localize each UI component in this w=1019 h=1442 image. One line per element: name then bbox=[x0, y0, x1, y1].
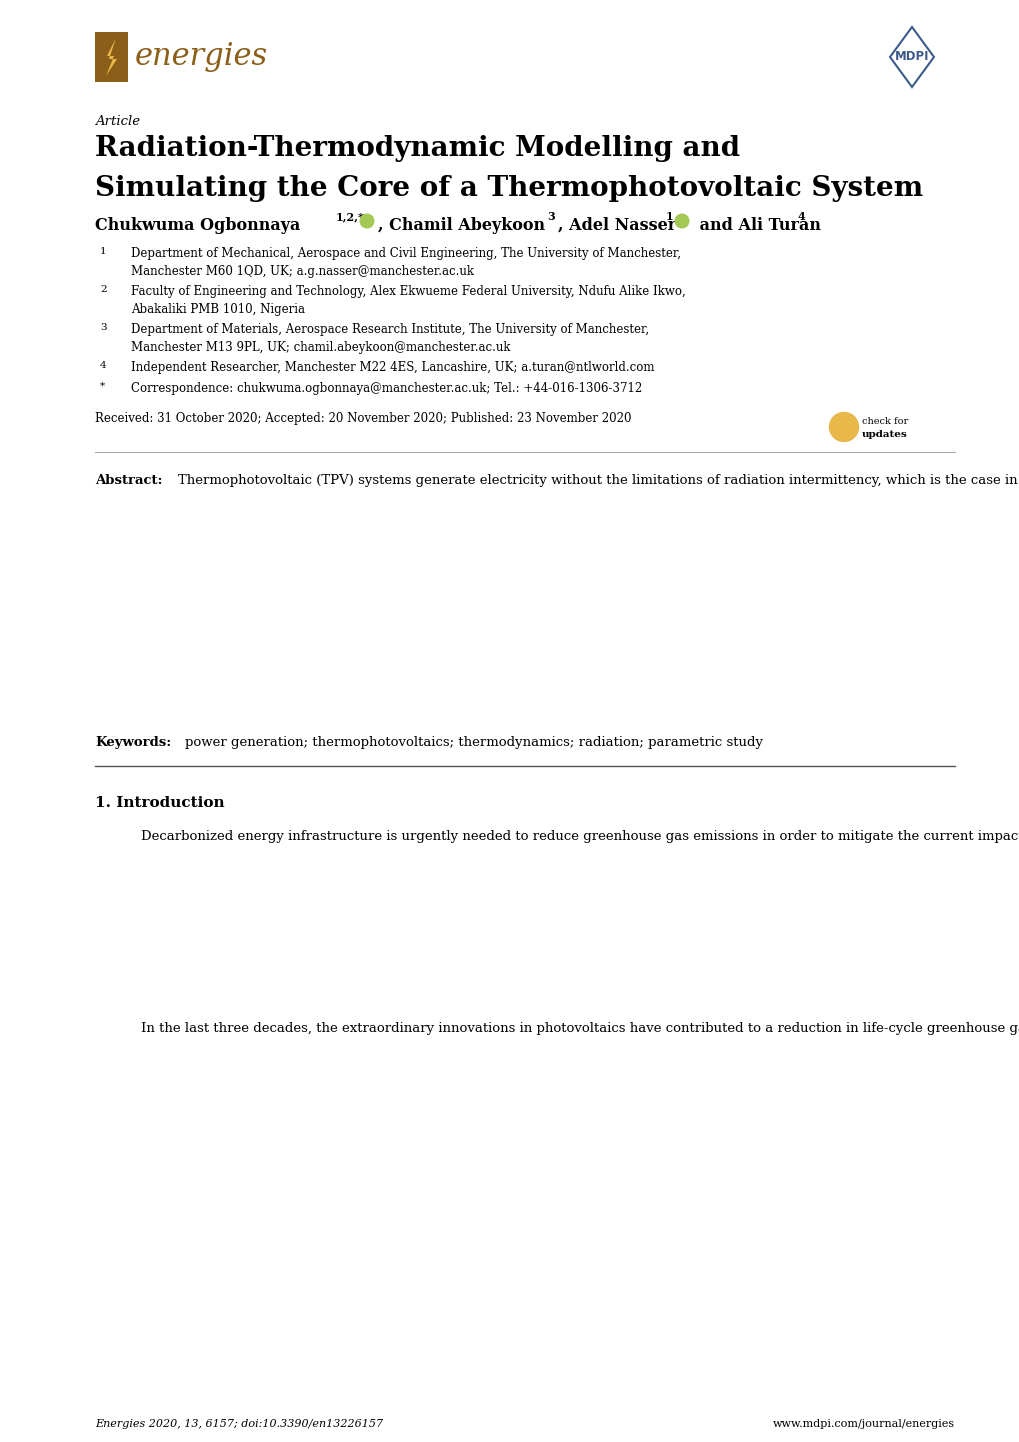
Text: Correspondence: chukwuma.ogbonnaya@manchester.ac.uk; Tel.: +44-016-1306-3712: Correspondence: chukwuma.ogbonnaya@manch… bbox=[130, 382, 642, 395]
Text: Independent Researcher, Manchester M22 4ES, Lancashire, UK; a.turan@ntlworld.com: Independent Researcher, Manchester M22 4… bbox=[130, 360, 654, 373]
Text: www.mdpi.com/journal/energies: www.mdpi.com/journal/energies bbox=[772, 1419, 954, 1429]
Text: Faculty of Engineering and Technology, Alex Ekwueme Federal University, Ndufu Al: Faculty of Engineering and Technology, A… bbox=[130, 286, 685, 298]
Text: Manchester M60 1QD, UK; a.g.nasser@manchester.ac.uk: Manchester M60 1QD, UK; a.g.nasser@manch… bbox=[130, 264, 474, 277]
Text: Abakaliki PMB 1010, Nigeria: Abakaliki PMB 1010, Nigeria bbox=[130, 303, 305, 316]
Text: 4: 4 bbox=[100, 360, 107, 371]
Text: Abstract:: Abstract: bbox=[95, 474, 162, 487]
Text: , Chamil Abeykoon: , Chamil Abeykoon bbox=[378, 216, 544, 234]
Text: 4: 4 bbox=[796, 211, 804, 222]
Text: , Adel Nasser: , Adel Nasser bbox=[557, 216, 676, 234]
Polygon shape bbox=[106, 37, 117, 76]
Text: Radiation-Thermodynamic Modelling and: Radiation-Thermodynamic Modelling and bbox=[95, 136, 740, 162]
Text: power generation; thermophotovoltaics; thermodynamics; radiation; parametric stu: power generation; thermophotovoltaics; t… bbox=[184, 735, 762, 748]
Text: 3: 3 bbox=[546, 211, 554, 222]
Text: and Ali Turan: and Ali Turan bbox=[693, 216, 820, 234]
Circle shape bbox=[675, 215, 688, 228]
Text: check for: check for bbox=[861, 417, 907, 425]
Text: ✓: ✓ bbox=[837, 420, 850, 434]
Text: Article: Article bbox=[95, 115, 140, 128]
Circle shape bbox=[360, 215, 373, 228]
Text: 1: 1 bbox=[100, 247, 107, 257]
Text: 3: 3 bbox=[100, 323, 107, 332]
Text: 1. Introduction: 1. Introduction bbox=[95, 796, 224, 810]
Text: 1,2,*: 1,2,* bbox=[335, 211, 364, 222]
Text: In the last three decades, the extraordinary innovations in photovoltaics have c: In the last three decades, the extraordi… bbox=[141, 1022, 1019, 1035]
Text: Received: 31 October 2020; Accepted: 20 November 2020; Published: 23 November 20: Received: 31 October 2020; Accepted: 20 … bbox=[95, 412, 631, 425]
Text: iD: iD bbox=[363, 218, 371, 224]
Text: Keywords:: Keywords: bbox=[95, 735, 171, 748]
Text: Decarbonized energy infrastructure is urgently needed to reduce greenhouse gas e: Decarbonized energy infrastructure is ur… bbox=[141, 831, 1019, 844]
Text: 2: 2 bbox=[100, 286, 107, 294]
Circle shape bbox=[828, 412, 858, 441]
Text: energies: energies bbox=[135, 42, 268, 72]
Text: MDPI: MDPI bbox=[894, 50, 928, 63]
FancyBboxPatch shape bbox=[95, 32, 127, 82]
Text: updates: updates bbox=[861, 430, 907, 438]
Text: *: * bbox=[100, 382, 105, 391]
Text: Energies 2020, 13, 6157; doi:10.3390/en13226157: Energies 2020, 13, 6157; doi:10.3390/en1… bbox=[95, 1419, 383, 1429]
Text: 1: 1 bbox=[665, 211, 673, 222]
Text: Simulating the Core of a Thermophotovoltaic System: Simulating the Core of a Thermophotovolt… bbox=[95, 174, 922, 202]
Text: iD: iD bbox=[678, 218, 686, 224]
Text: Manchester M13 9PL, UK; chamil.abeykoon@manchester.ac.uk: Manchester M13 9PL, UK; chamil.abeykoon@… bbox=[130, 340, 510, 353]
Text: Chukwuma Ogbonnaya: Chukwuma Ogbonnaya bbox=[95, 216, 300, 234]
Text: Thermophotovoltaic (TPV) systems generate electricity without the limitations of: Thermophotovoltaic (TPV) systems generat… bbox=[178, 474, 1019, 487]
Text: Department of Materials, Aerospace Research Institute, The University of Manches: Department of Materials, Aerospace Resea… bbox=[130, 323, 648, 336]
Text: Department of Mechanical, Aerospace and Civil Engineering, The University of Man: Department of Mechanical, Aerospace and … bbox=[130, 247, 681, 260]
